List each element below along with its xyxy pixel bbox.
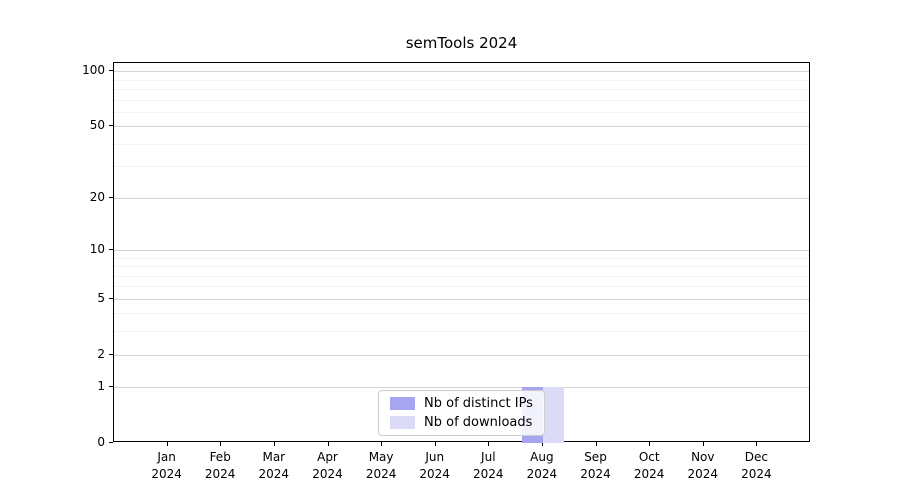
minor-gridline <box>114 111 809 113</box>
minor-gridline <box>114 89 809 91</box>
x-tick-mark <box>220 442 222 446</box>
y-tick-mark <box>109 197 113 198</box>
minor-gridline <box>114 143 809 145</box>
x-tick-mark <box>756 442 758 446</box>
major-gridline <box>114 71 809 73</box>
x-tick-mark <box>649 442 651 446</box>
major-gridline <box>114 354 809 356</box>
y-tick-mark <box>109 386 113 387</box>
y-tick-mark <box>109 442 113 443</box>
major-gridline <box>114 197 809 199</box>
x-tick-mark <box>488 442 490 446</box>
major-gridline <box>114 387 809 389</box>
x-tick-label: Apr 2024 <box>312 450 343 481</box>
y-tick-label: 1 <box>97 379 105 394</box>
x-tick-label: Aug 2024 <box>526 450 558 481</box>
x-tick-mark <box>327 442 329 446</box>
plot-area <box>113 62 810 443</box>
y-tick-label: 2 <box>97 346 105 361</box>
minor-gridline <box>114 266 809 267</box>
legend: Nb of distinct IPs Nb of downloads <box>378 390 545 436</box>
legend-swatch-downloads <box>390 415 415 429</box>
y-tick-label: 20 <box>89 189 105 204</box>
minor-gridline <box>114 99 809 101</box>
legend-entry-downloads: Nb of downloads <box>390 415 536 430</box>
x-tick-mark <box>381 442 383 446</box>
x-tick-label: Dec 2024 <box>741 450 772 481</box>
y-tick-label: 10 <box>89 241 105 256</box>
x-tick-label: May 2024 <box>365 450 397 481</box>
x-tick-label: Mar 2024 <box>258 450 290 481</box>
bar-downloads <box>542 387 564 443</box>
x-tick-label: Oct 2024 <box>633 450 665 481</box>
chart-title: semTools 2024 <box>405 34 518 52</box>
minor-gridline <box>114 257 809 259</box>
minor-gridline <box>114 275 809 277</box>
x-tick-label: Sep 2024 <box>580 450 611 481</box>
minor-gridline <box>114 166 809 168</box>
y-tick-label: 100 <box>82 63 105 78</box>
x-tick-label: Jul 2024 <box>473 450 504 481</box>
x-tick-label: Nov 2024 <box>687 450 719 481</box>
legend-swatch-distinct-ips <box>390 397 415 411</box>
x-tick-mark <box>434 442 436 446</box>
y-tick-label: 5 <box>97 290 105 305</box>
x-tick-label: Jun 2024 <box>419 450 450 481</box>
major-gridline <box>114 249 809 251</box>
minor-gridline <box>114 286 809 288</box>
x-tick-mark <box>595 442 597 446</box>
y-tick-label: 50 <box>89 118 105 133</box>
x-tick-mark <box>702 442 704 446</box>
x-tick-label: Feb 2024 <box>204 450 236 481</box>
x-tick-mark <box>541 442 543 446</box>
y-tick-mark <box>109 70 113 71</box>
x-tick-mark <box>166 442 168 446</box>
y-tick-mark <box>109 354 113 355</box>
y-tick-mark <box>109 298 113 299</box>
y-tick-mark <box>109 249 113 250</box>
minor-gridline <box>114 313 809 315</box>
minor-gridline <box>114 331 809 333</box>
minor-gridline <box>114 79 809 81</box>
legend-label-distinct-ips: Nb of distinct IPs <box>424 396 533 412</box>
major-gridline <box>114 126 809 128</box>
y-tick-label: 0 <box>97 435 105 449</box>
major-gridline <box>114 298 809 300</box>
x-tick-label: Jan 2024 <box>151 450 182 481</box>
legend-label-downloads: Nb of downloads <box>424 414 533 430</box>
y-tick-mark <box>109 125 113 126</box>
x-tick-mark <box>273 442 275 446</box>
legend-entry-distinct-ips: Nb of distinct IPs <box>390 396 536 411</box>
